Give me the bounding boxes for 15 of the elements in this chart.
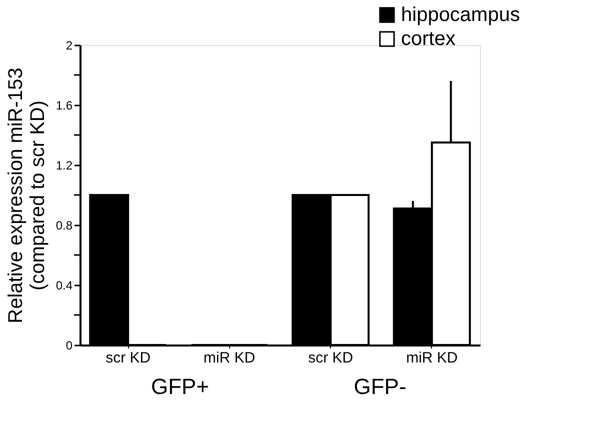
y-tick-label: 0: [66, 338, 73, 352]
text: GFP+: [150, 374, 210, 399]
legend-label: hippocampus: [401, 4, 520, 26]
y-tick-label: 0.8: [56, 218, 73, 232]
legend-label: cortex: [401, 28, 456, 50]
y-tick-label: 1.6: [56, 98, 73, 112]
y-tick-label: 0.4: [56, 278, 73, 292]
x-tick-label: miR KD: [204, 350, 256, 366]
x-tick-label: miR KD: [406, 350, 458, 366]
text: GFP-: [354, 374, 406, 399]
x-tick-label: scr KD: [308, 350, 354, 366]
y-axis-title: Relative expression miR-153 (compared to scr KD): [4, 68, 49, 324]
y-tick-label: 1.2: [56, 158, 73, 172]
x-tick-label: scr KD: [106, 350, 151, 366]
y-tick-label: 2: [66, 38, 73, 52]
